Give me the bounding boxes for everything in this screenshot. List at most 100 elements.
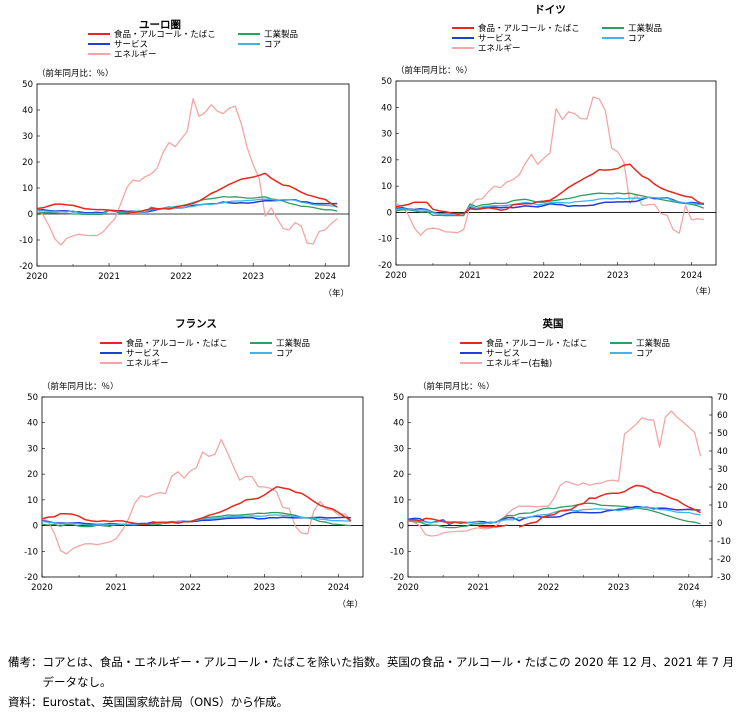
legend-label-services: サービス xyxy=(114,40,148,50)
legend-label-food: 食品・アルコール・たばこ xyxy=(126,338,228,349)
y-tick-label: -10 xyxy=(390,547,404,557)
legend-label-core: コア xyxy=(636,349,653,359)
note-biko-text: コアとは、食品・エネルギー・アルコール・たばこを除いた指数。英国の食品・アルコー… xyxy=(42,655,735,689)
y-tick-label: 0 xyxy=(399,522,404,532)
y-tick-label: 40 xyxy=(381,103,392,113)
y-right-tick-label: -20 xyxy=(717,555,731,565)
x-tick-label: 2020 xyxy=(385,271,407,281)
y-right-tick-label: 20 xyxy=(717,483,728,493)
y-tick-label: 40 xyxy=(27,419,38,429)
series-line-industrial xyxy=(37,195,338,216)
x-tick-label: 2023 xyxy=(608,583,630,593)
x-tick-label: 2023 xyxy=(242,272,264,282)
y-tick-label: 30 xyxy=(27,444,38,454)
y-tick-label: 20 xyxy=(27,470,38,480)
y-right-tick-label: 0 xyxy=(717,519,722,529)
x-tick-label: 2020 xyxy=(31,583,53,593)
y-tick-label: 40 xyxy=(393,419,404,429)
x-tick-label: 2021 xyxy=(459,271,481,281)
plot-frame xyxy=(36,83,350,267)
y-tick-label: 50 xyxy=(393,393,404,403)
series-group xyxy=(396,96,705,236)
y-tick-label: 30 xyxy=(381,130,392,140)
x-axis-unit: （年） xyxy=(690,286,716,297)
y-tick-label: 0 xyxy=(28,210,33,220)
chart-panel-2: フランス （前年同月比：％） （年） -20 -10 0 10 20 30 40 50 2020 202… xyxy=(24,318,364,610)
y-axis-label: （前年同月比：％） xyxy=(42,381,119,392)
y-right-tick-label: -30 xyxy=(717,573,731,583)
legend-label-industrial: 工業製品 xyxy=(636,338,670,349)
y-axis-label: （前年同月比：％） xyxy=(396,65,473,76)
y-tick-label: -10 xyxy=(24,547,38,557)
series-line-services xyxy=(37,198,338,214)
y-tick-label: 20 xyxy=(22,158,33,168)
y-tick-label: 10 xyxy=(27,496,38,506)
series-line-energy xyxy=(37,97,338,246)
chart-panel-0: ユーロ圏 （前年同月比：％） （年） -20 -10 0 10 20 30 40 50 2020 202… xyxy=(19,19,350,299)
note-shiryo-text: Eurostat、英国国家統計局（ONS）から作成。 xyxy=(42,695,289,709)
y-tick-label: 50 xyxy=(27,393,38,403)
series-line-food xyxy=(37,172,338,214)
x-tick-label: 2021 xyxy=(98,272,120,282)
y-tick-label: -20 xyxy=(24,573,38,583)
legend-label-services: サービス xyxy=(486,349,520,359)
series-line-industrial xyxy=(408,502,701,529)
chart-panel-3: 英国 （前年同月比：％） （年） -20 -10 0 10 20 30 40 50 -30 -20 -10… xyxy=(390,317,731,610)
note-shiryo-label: 資料： xyxy=(8,695,43,709)
legend-label-energy: エネルギー xyxy=(126,359,169,369)
series-line-core xyxy=(37,198,338,215)
note-biko-label: 備考： xyxy=(8,655,43,669)
series-line-food xyxy=(42,485,352,525)
x-tick-label: 2023 xyxy=(254,583,276,593)
x-tick-label: 2024 xyxy=(328,583,350,593)
x-tick-label: 2024 xyxy=(314,272,336,282)
legend-label-energy: エネルギー xyxy=(114,50,157,60)
y-tick-label: 0 xyxy=(33,522,38,532)
y-right-tick-label: 70 xyxy=(717,393,728,403)
y-tick-label: -10 xyxy=(378,235,392,245)
x-tick-label: 2020 xyxy=(397,583,419,593)
legend-label-core: コア xyxy=(276,349,293,359)
x-tick-label: 2024 xyxy=(678,583,700,593)
y-right-tick-label: 40 xyxy=(717,447,728,457)
series-line-core xyxy=(408,506,701,524)
y-tick-label: 50 xyxy=(381,77,392,87)
note-shiryo: 資料： Eurostat、英国国家統計局（ONS）から作成。 xyxy=(8,692,736,712)
legend-label-services: サービス xyxy=(126,349,160,359)
x-tick-label: 2022 xyxy=(170,272,192,282)
y-right-tick-label: -10 xyxy=(717,537,731,547)
series-group xyxy=(42,438,352,555)
y-tick-label: 30 xyxy=(393,444,404,454)
legend-label-services: サービス xyxy=(478,34,512,44)
y-tick-label: 0 xyxy=(387,208,392,218)
chart-title: ユーロ圏 xyxy=(139,19,181,31)
series-line-food xyxy=(396,163,705,216)
y-tick-label: 50 xyxy=(22,80,33,90)
x-tick-label: 2023 xyxy=(607,271,629,281)
plot-frame xyxy=(41,396,364,578)
y-tick-label: -20 xyxy=(19,262,33,272)
series-line-core xyxy=(396,196,704,215)
y-tick-label: 40 xyxy=(22,106,33,116)
x-tick-label: 2024 xyxy=(681,271,703,281)
y-axis-label: （前年同月比：％） xyxy=(418,381,495,392)
series-line-energy xyxy=(42,438,352,555)
y-tick-label: 10 xyxy=(381,182,392,192)
y-axis-label: （前年同月比：％） xyxy=(37,68,114,79)
x-axis-unit: （年） xyxy=(337,599,363,610)
chart-title: フランス xyxy=(175,318,217,330)
x-tick-label: 2022 xyxy=(538,583,560,593)
series-group xyxy=(37,97,338,246)
x-axis-unit: （年） xyxy=(686,599,712,610)
series-group xyxy=(408,410,702,537)
x-tick-label: 2021 xyxy=(467,583,489,593)
legend-label-core: コア xyxy=(628,34,645,44)
y-right-tick-label: 60 xyxy=(717,411,728,421)
legend-label-industrial: 工業製品 xyxy=(628,23,662,34)
chart-panel-1: ドイツ （前年同月比：％） （年） -20 -10 0 10 20 30 40 50 2020 2021… xyxy=(378,4,717,297)
y-tick-label: -10 xyxy=(19,236,33,246)
